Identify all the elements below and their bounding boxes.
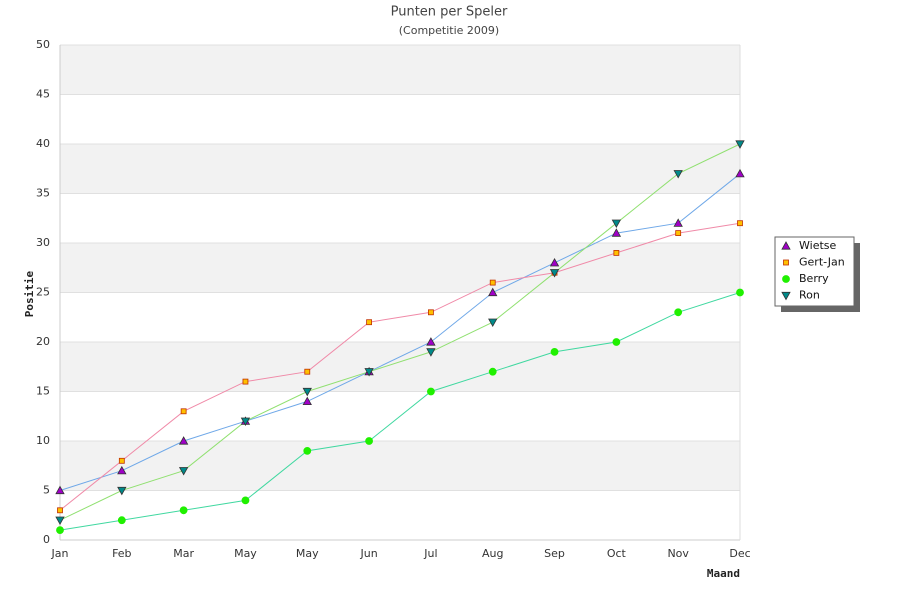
data-point [613, 249, 620, 256]
data-point [488, 287, 498, 297]
legend-marker [781, 291, 791, 301]
y-tick-label: 15 [36, 385, 50, 398]
legend-marker [783, 259, 789, 266]
data-point [56, 526, 64, 534]
data-point [364, 368, 374, 377]
y-tick-label: 25 [36, 286, 50, 299]
data-point [117, 465, 127, 475]
data-point [611, 219, 622, 229]
data-point [488, 318, 498, 328]
y-axis-title: Positie [23, 270, 36, 317]
x-tick-label: Sep [544, 547, 565, 560]
x-tick-label: Jul [423, 547, 437, 560]
x-axis-title: Maand [707, 567, 740, 580]
data-point [549, 257, 560, 267]
data-point [118, 457, 125, 464]
data-point [674, 308, 683, 317]
y-tick-label: 45 [36, 88, 50, 101]
data-point [427, 387, 435, 396]
data-point [736, 288, 744, 297]
data-point [304, 368, 311, 375]
legend-label: Wietse [799, 239, 837, 252]
legend-label: Berry [799, 272, 829, 285]
data-point [179, 506, 188, 515]
data-point [178, 467, 189, 476]
data-point [117, 516, 126, 525]
data-point [302, 396, 312, 406]
data-point [365, 437, 373, 445]
data-point [428, 309, 434, 316]
data-point [735, 168, 745, 178]
data-point [489, 279, 496, 286]
x-tick-label: Jan [51, 547, 69, 560]
series-line [59, 143, 741, 521]
chart-subtitle: (Competitie 2009) [399, 24, 499, 37]
data-point [303, 446, 312, 455]
data-point [488, 367, 497, 376]
data-point [673, 218, 683, 227]
grid-band [60, 45, 740, 95]
data-point [178, 436, 189, 445]
y-tick-label: 30 [36, 236, 50, 249]
data-point [549, 269, 560, 278]
data-point [550, 347, 559, 356]
y-tick-label: 10 [36, 434, 50, 447]
legend-marker [782, 275, 790, 283]
x-tick-label: Nov [667, 547, 689, 560]
data-point [180, 408, 187, 415]
grid-band [60, 243, 740, 293]
y-tick-label: 5 [43, 484, 50, 497]
grid-band [60, 144, 740, 194]
grid-band [60, 441, 740, 491]
y-tick-label: 20 [36, 335, 50, 348]
x-tick-label: May [296, 547, 319, 560]
data-point [426, 348, 436, 357]
legend-label: Ron [799, 289, 820, 302]
data-point [242, 378, 249, 385]
series-line [59, 222, 741, 511]
y-tick-label: 50 [36, 38, 50, 51]
series-line [59, 292, 741, 531]
grid-band [60, 342, 740, 392]
y-tick-label: 40 [36, 137, 50, 150]
data-point [55, 485, 65, 495]
chart-title: Punten per Speler [391, 5, 508, 20]
data-point [673, 170, 683, 179]
x-tick-label: Jun [359, 547, 377, 560]
data-point [57, 507, 63, 514]
x-tick-label: Mar [173, 547, 194, 560]
data-point [426, 337, 436, 346]
series-line [59, 173, 741, 491]
data-point [302, 387, 312, 397]
data-point [675, 230, 682, 237]
data-point [612, 338, 621, 346]
x-tick-label: Oct [607, 547, 627, 560]
legend-marker [781, 241, 791, 250]
x-tick-label: May [234, 547, 257, 560]
data-point [241, 496, 250, 505]
data-point [240, 417, 251, 427]
x-tick-label: Feb [112, 547, 131, 560]
data-point [611, 228, 622, 237]
data-point [366, 319, 372, 326]
data-point [735, 140, 745, 149]
y-tick-label: 0 [43, 533, 50, 546]
x-tick-label: Dec [729, 547, 750, 560]
y-tick-label: 35 [36, 187, 50, 200]
legend-label: Gert-Jan [799, 256, 845, 269]
data-point [55, 516, 65, 526]
data-point [737, 220, 743, 227]
x-tick-label: Aug [482, 547, 503, 560]
data-point [117, 486, 127, 496]
